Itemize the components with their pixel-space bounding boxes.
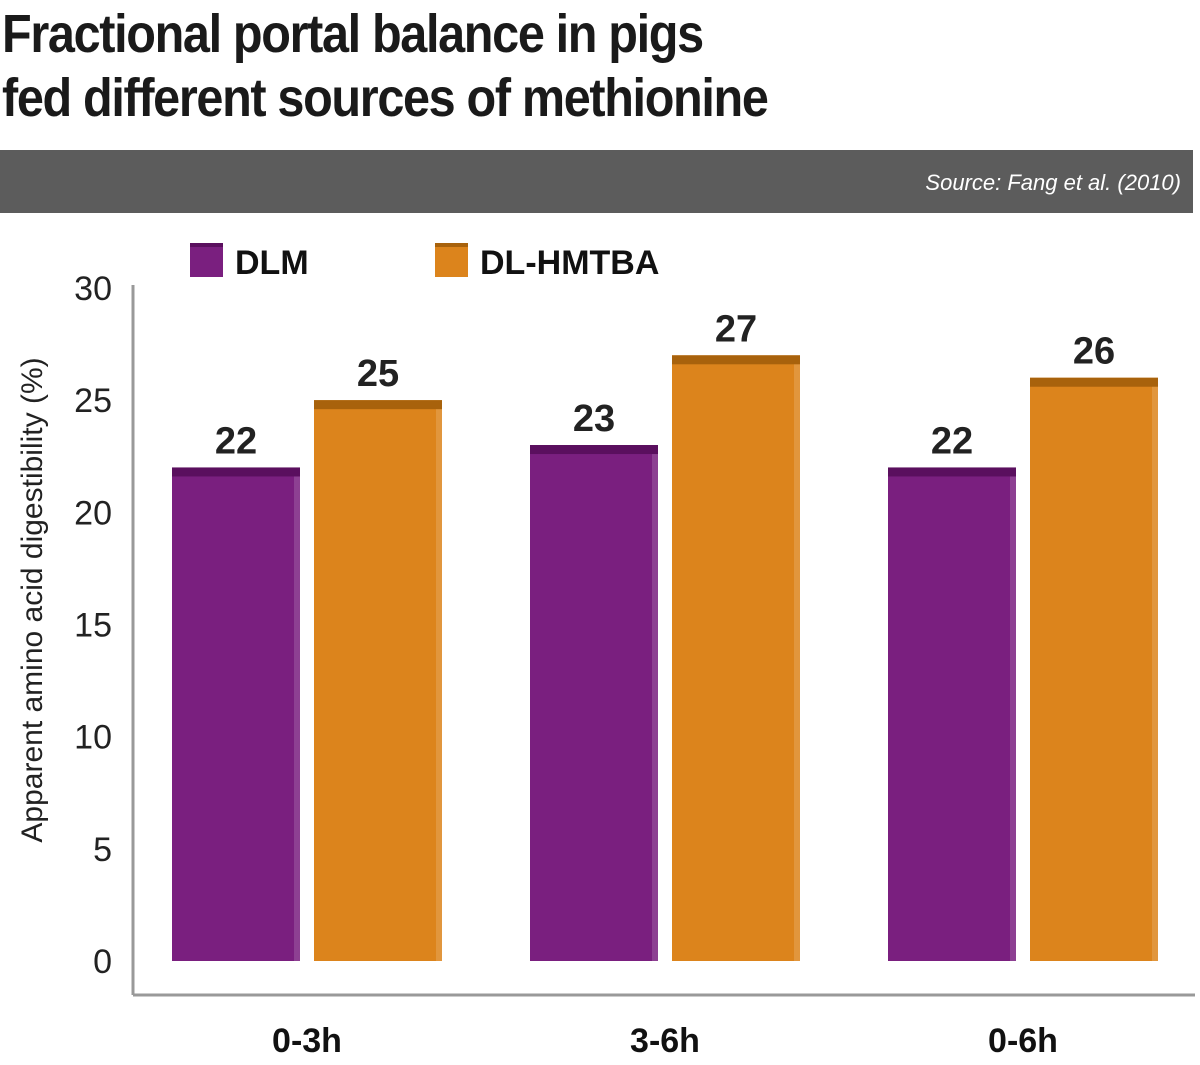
y-tick-label: 25 — [74, 382, 112, 420]
y-tick-label: 15 — [74, 607, 112, 645]
data-label: 22 — [215, 420, 257, 462]
legend-swatch-top — [435, 243, 468, 247]
bar-top-edge — [672, 355, 800, 365]
bar-top-edge — [172, 467, 300, 477]
data-label: 25 — [357, 353, 399, 395]
y-tick-label: 10 — [74, 719, 112, 757]
x-tick-label: 3-6h — [630, 1022, 700, 1060]
source-band: Source: Fang et al. (2010) — [0, 150, 1193, 213]
x-tick-label: 0-3h — [272, 1022, 342, 1060]
bar-highlight — [652, 454, 658, 961]
legend-label-dlm: DLM — [235, 244, 309, 282]
y-tick-label: 20 — [74, 494, 112, 532]
bar-dl-hmtba — [672, 355, 800, 961]
legend-label-dl-hmtba: DL-HMTBA — [480, 244, 659, 282]
source-text: Source: Fang et al. (2010) — [925, 170, 1181, 195]
legend-swatch-dlm — [190, 243, 223, 277]
bar-highlight — [436, 409, 442, 962]
bar-top-edge — [314, 400, 442, 410]
bar-dlm — [888, 467, 1016, 961]
data-label: 27 — [715, 308, 757, 350]
bar-top-edge — [1030, 377, 1158, 387]
bar-dlm — [172, 467, 300, 961]
bar-top-edge — [888, 467, 1016, 477]
bar-dlm — [530, 445, 658, 961]
x-tick-label: 0-6h — [988, 1022, 1058, 1060]
y-tick-label: 30 — [74, 270, 112, 308]
y-axis-label: Apparent amino acid digestibility (%) — [16, 357, 49, 842]
data-label: 22 — [931, 420, 973, 462]
bar-highlight — [1152, 386, 1158, 961]
bar-top-edge — [530, 445, 658, 455]
y-tick-label: 0 — [93, 943, 112, 981]
data-label: 26 — [1073, 331, 1115, 373]
title-line-1: Fractional portal balance in pigs — [2, 4, 704, 64]
legend-swatch-top — [190, 243, 223, 247]
bar-dl-hmtba — [314, 400, 442, 962]
chart-title: Fractional portal balance in pigs fed di… — [2, 2, 769, 130]
bar-highlight — [1010, 476, 1016, 961]
bar-highlight — [794, 364, 800, 961]
title-line-2: fed different sources of methionine — [2, 68, 769, 128]
bar-dl-hmtba — [1030, 377, 1158, 961]
data-label: 23 — [573, 398, 615, 440]
y-tick-label: 5 — [93, 831, 112, 869]
legend-swatch-dl-hmtba — [435, 243, 468, 277]
bar-highlight — [294, 476, 300, 961]
